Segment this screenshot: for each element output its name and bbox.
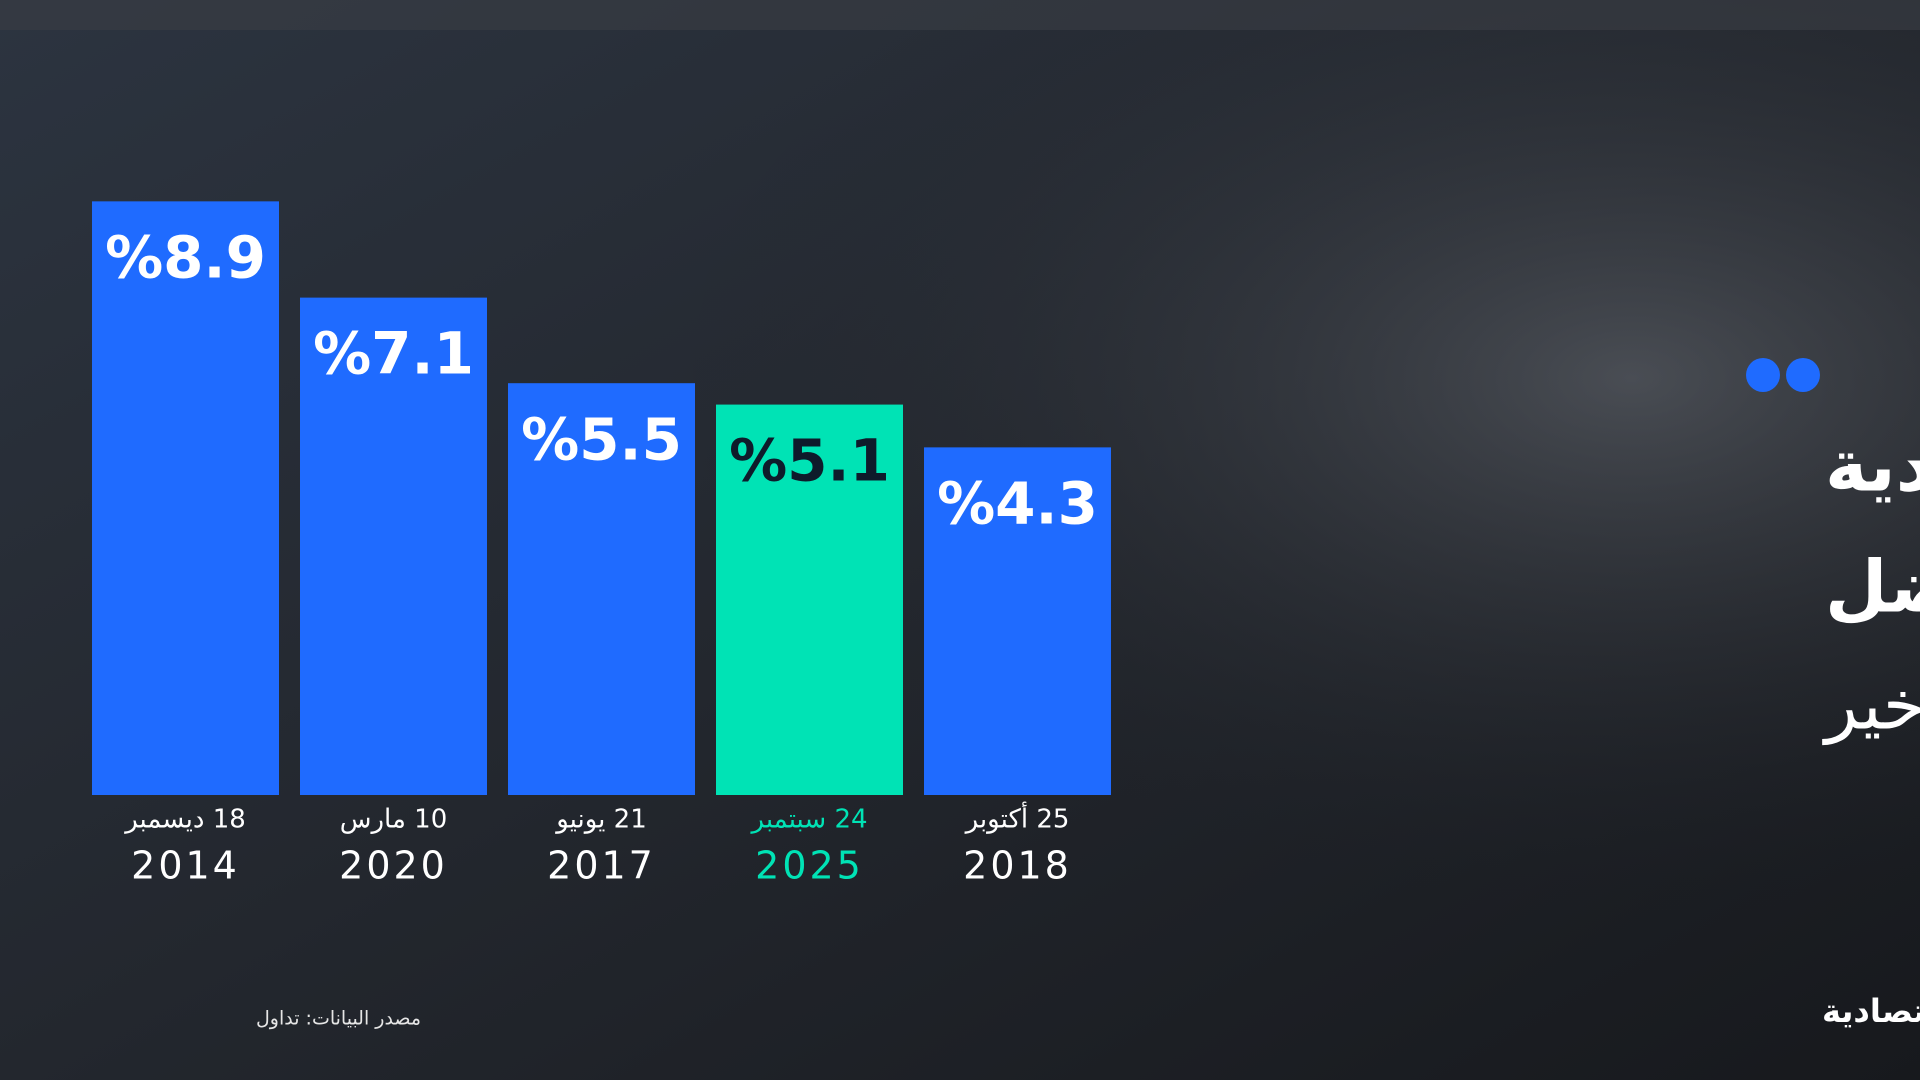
x-tick-label-year: 2020 — [339, 844, 448, 888]
value-label: %7.1 — [313, 320, 474, 388]
x-tick-label: 10 مارس — [340, 805, 448, 835]
value-label: %5.5 — [521, 405, 682, 473]
value-label: %4.3 — [937, 469, 1098, 537]
bar — [508, 383, 695, 795]
x-tick-label: 21 يونيو — [554, 805, 647, 835]
bar — [924, 447, 1111, 795]
x-tick-label-year: 2018 — [963, 844, 1072, 888]
decor-dot — [1786, 358, 1820, 392]
x-tick-label: 18 ديسمبر — [123, 805, 246, 835]
x-tick-label-year: 2014 — [131, 844, 240, 888]
x-tick-label: 24 سبتمبر — [749, 805, 867, 835]
top-band — [0, 0, 1920, 30]
value-label: %8.9 — [105, 223, 266, 291]
logo: الاقتصادية — [1822, 992, 1920, 1030]
x-tick-label-year: 2025 — [755, 844, 864, 888]
title-line: الأسهم السعودية — [1825, 422, 1920, 509]
title-line: أداء في العقد الأخير — [1822, 661, 1920, 746]
title-line: تسجل رابع أفضل — [1825, 540, 1920, 630]
decor-dot — [1746, 358, 1780, 392]
source-note: مصدر البيانات: تداول — [256, 1008, 421, 1030]
x-tick-label: 25 أكتوبر — [964, 801, 1070, 835]
bar — [716, 404, 903, 795]
value-label: %5.1 — [729, 427, 890, 495]
x-tick-label-year: 2017 — [547, 844, 656, 888]
bar — [92, 201, 279, 796]
bar — [300, 297, 487, 795]
